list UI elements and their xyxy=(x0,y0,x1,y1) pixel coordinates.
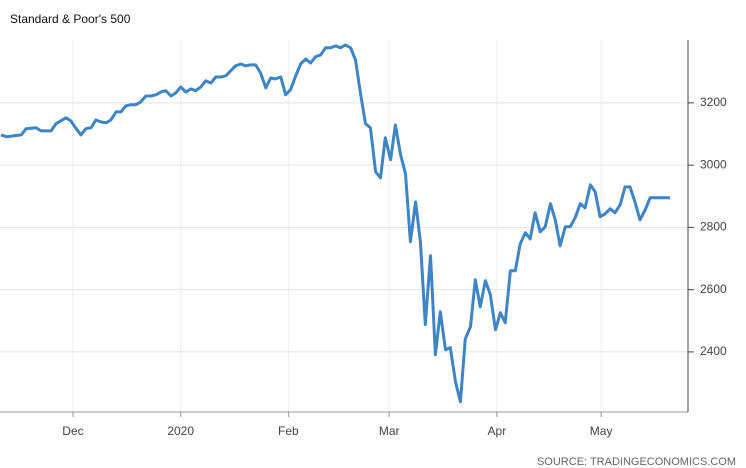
x-tick-label: Mar xyxy=(379,424,400,438)
x-tick-label: Feb xyxy=(278,424,299,438)
x-tick-label: Dec xyxy=(62,424,83,438)
line-series xyxy=(0,43,670,404)
x-tick-label: 2020 xyxy=(167,424,194,438)
y-tick-label: 3200 xyxy=(700,95,727,109)
y-tick-label: 2600 xyxy=(700,282,727,296)
y-tick-label: 2400 xyxy=(700,344,727,358)
x-tick-label: Apr xyxy=(488,424,507,438)
source: SOURCE: TRADINGECONOMICS.COM xyxy=(537,456,736,468)
chart-title: Standard & Poor's 500 xyxy=(10,12,131,26)
y-tick-label: 3000 xyxy=(700,157,727,171)
x-tick-label: May xyxy=(590,424,613,438)
y-tick-label: 2800 xyxy=(700,220,727,234)
